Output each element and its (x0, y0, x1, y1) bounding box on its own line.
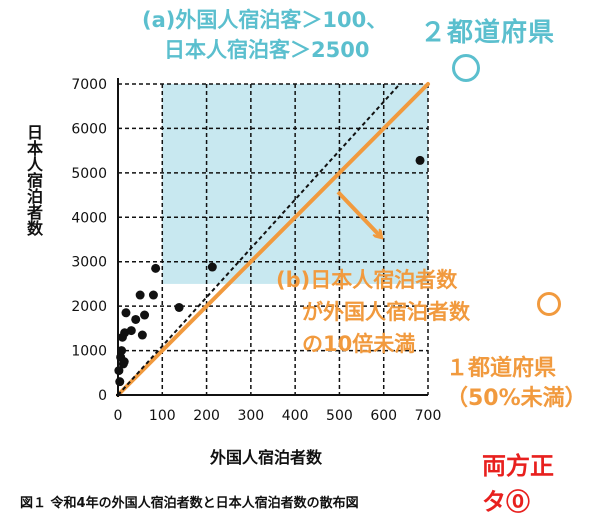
data-point (115, 377, 125, 387)
x-axis-label: 外国人宿泊者数 (210, 448, 323, 467)
y-tick-label: 1000 (71, 344, 107, 360)
reference-line-10x (116, 82, 430, 397)
x-tick-label: 0 (114, 408, 123, 424)
data-point (117, 346, 127, 356)
y-tick-label: 7000 (71, 77, 107, 93)
y-tick-label: 4000 (71, 210, 107, 226)
x-tick-label: 300 (237, 408, 264, 424)
x-tick-label: 600 (370, 408, 397, 424)
data-point (119, 357, 129, 367)
data-point (140, 310, 150, 320)
circle-mark-icon (537, 292, 561, 316)
annotation-both-line2: タ⓪ (482, 488, 530, 516)
y-tick-label: 3000 (71, 255, 107, 271)
annotation-a-line1: (a)外国人宿泊客＞100、 (142, 8, 388, 32)
y-tick-label: 5000 (71, 166, 107, 182)
annotation-b-result2: （50%未満） (446, 386, 587, 411)
annotation-both-line1: 両方正 (482, 452, 554, 480)
x-tick-label: 200 (193, 408, 220, 424)
data-point (131, 314, 141, 324)
x-tick-label: 400 (282, 408, 309, 424)
data-point (148, 290, 158, 300)
data-point (151, 263, 161, 273)
data-point (114, 366, 124, 376)
annotation-b-line1: (b)日本人宿泊者数 (276, 268, 458, 292)
annotation-b-line2: が外国人宿泊者数 (302, 300, 470, 324)
y-tick-label: 2000 (71, 299, 107, 315)
figure-caption: 図１ 令和4年の外国人宿泊者数と日本人宿泊者数の散布図 (20, 496, 359, 511)
arrow-icon (336, 190, 381, 237)
data-point (415, 155, 425, 165)
data-point (126, 326, 136, 336)
annotation-a-line2: 日本人宿泊客＞2500 (164, 38, 370, 62)
data-point (135, 290, 145, 300)
annotation-b-line3: の10倍未満 (302, 332, 416, 356)
y-axis-label: 日本人宿泊者数 (24, 124, 43, 236)
y-tick-label: 6000 (71, 121, 107, 137)
data-point (174, 302, 184, 312)
data-point (121, 308, 131, 318)
circle-mark-icon (452, 54, 480, 82)
x-tick-label: 100 (149, 408, 176, 424)
x-tick-label: 500 (326, 408, 353, 424)
annotation-b-result1: １都道府県 (446, 356, 557, 381)
data-point (207, 262, 217, 272)
x-tick-label: 700 (415, 408, 442, 424)
y-tick-label: 0 (98, 388, 107, 404)
annotation-a-result: ２都道府県 (420, 18, 556, 48)
data-point (137, 330, 147, 340)
